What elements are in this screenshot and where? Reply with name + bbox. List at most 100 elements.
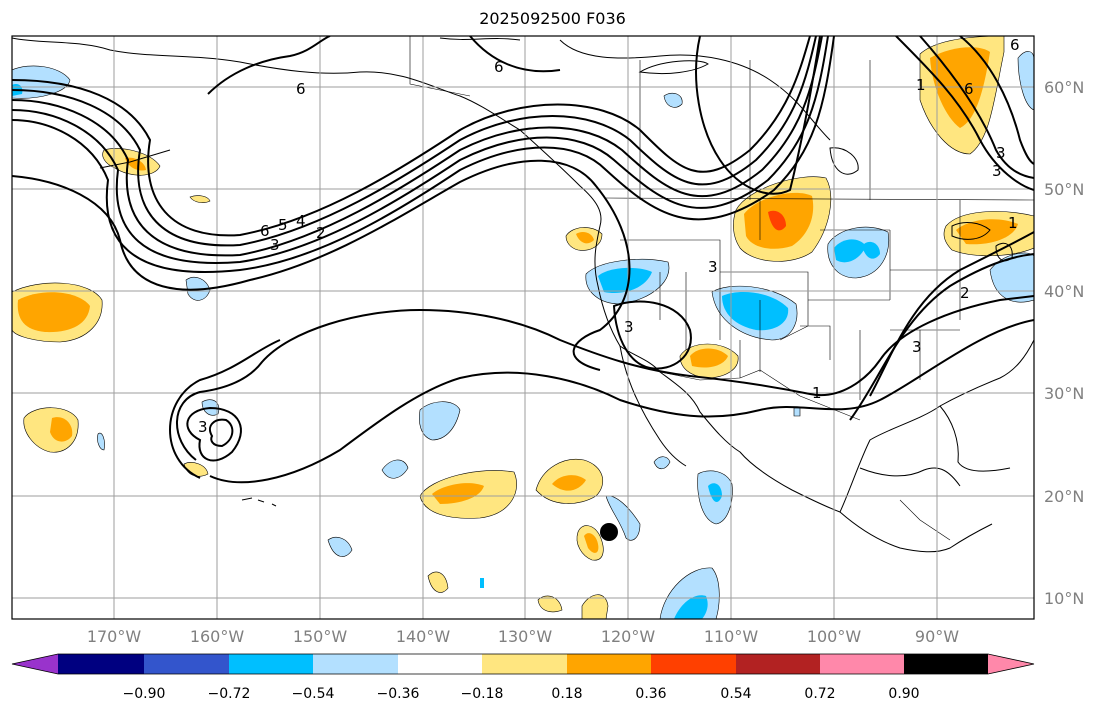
field-yellow-small-1 xyxy=(189,195,211,203)
colorbar-extend-max xyxy=(988,654,1034,674)
contour-closed-3 xyxy=(612,300,692,370)
colorbar-tick-label: 0.54 xyxy=(720,686,751,702)
field-blue-small-6 xyxy=(663,92,683,108)
lon-label: 150°W xyxy=(293,627,348,646)
latitude-labels: 60°N 50°N 40°N 30°N 20°N 10°N xyxy=(1044,78,1084,608)
colorbar-segment xyxy=(144,654,229,674)
field-orange-oregon xyxy=(576,232,594,244)
colorbar-segment xyxy=(229,654,313,674)
coastline-pacific xyxy=(12,37,993,553)
contour-label: 4 xyxy=(296,212,306,230)
contour-closed-low-2 xyxy=(208,418,234,448)
lon-label: 140°W xyxy=(396,627,451,646)
contour-label: 3 xyxy=(624,318,634,336)
colorbar-tick-label: −0.18 xyxy=(461,686,504,702)
field-blue-small-4 xyxy=(653,456,671,470)
contour-low-3 xyxy=(209,319,1034,484)
contour-label: 6 xyxy=(494,58,504,76)
field-blue-tiny xyxy=(480,578,484,588)
hawaii-islands xyxy=(241,497,277,507)
field-blue-canada-e xyxy=(1017,51,1034,111)
border-central-america xyxy=(899,499,951,541)
field-orange-west xyxy=(17,292,90,333)
contour-label: 1 xyxy=(916,76,926,94)
coastlines xyxy=(12,37,1034,553)
field-orange-storm xyxy=(584,533,599,553)
lon-label: 130°W xyxy=(498,627,553,646)
contour-east-1 xyxy=(869,231,1034,397)
field-orange-arizona xyxy=(690,348,728,368)
contour-closed-low-1 xyxy=(186,406,242,462)
graticule xyxy=(12,36,1034,619)
contour-label: 1 xyxy=(812,384,822,402)
contour-canada-3 xyxy=(959,36,1034,165)
field-blue-rockies-core xyxy=(722,292,789,331)
field-blue-mexico-core xyxy=(708,483,722,502)
contour-labels: 6 6 6 5 4 3 2 3 3 3 3 1 6 6 3 1 2 1 3 xyxy=(198,36,1020,436)
contour-jet-1 xyxy=(12,36,811,237)
contour-label: 3 xyxy=(996,144,1006,162)
colorbar-segment xyxy=(58,654,144,674)
lon-label: 120°W xyxy=(601,627,656,646)
lat-label: 20°N xyxy=(1044,487,1084,506)
colorbar-segment xyxy=(820,654,904,674)
colorbar-tick-label: 0.72 xyxy=(804,686,835,702)
lat-label: 60°N xyxy=(1044,78,1084,97)
colorbar-segment xyxy=(904,654,988,674)
contour-label: 2 xyxy=(960,284,970,302)
coastline-arctic xyxy=(439,37,521,41)
border-alaska xyxy=(409,36,471,97)
colorbar-labels: −0.90 −0.72 −0.54 −0.36 −0.18 0.18 0.36 … xyxy=(123,686,920,702)
field-yellow-small-5 xyxy=(581,594,609,619)
lon-label: 90°W xyxy=(915,627,959,646)
contour-label: 6 xyxy=(296,80,306,98)
lat-label: 30°N xyxy=(1044,384,1084,403)
contour-label: 3 xyxy=(270,236,280,254)
coastline-florida xyxy=(939,405,1011,472)
field-blue-pacific-1 xyxy=(419,401,461,441)
field-yellow-small-4 xyxy=(537,595,563,613)
field-red-plains xyxy=(768,210,786,231)
storm-center-dot xyxy=(600,523,618,541)
field-orange-pacific-1 xyxy=(432,483,484,504)
colorbar-tick-label: 0.90 xyxy=(888,686,919,702)
contour-label: 6 xyxy=(1010,36,1020,54)
contour-low-1 xyxy=(176,295,1034,461)
contour-label: 3 xyxy=(912,338,922,356)
border-us-canada xyxy=(605,197,1034,201)
field-blue-midwest-core xyxy=(834,239,866,263)
field-orange-pacific-2 xyxy=(552,475,586,491)
contour-label: 3 xyxy=(708,258,718,276)
contour-jet-2 xyxy=(12,36,817,247)
colorbar-segment xyxy=(482,654,567,674)
longitude-labels: 170°W 160°W 150°W 140°W 130°W 120°W 110°… xyxy=(87,627,959,646)
field-blue-small-2 xyxy=(97,432,105,451)
contour-label: 6 xyxy=(260,222,270,240)
colorbar-tick-label: 0.18 xyxy=(551,686,582,702)
field-blue-pacific-s-core xyxy=(674,595,708,619)
map-border xyxy=(11,35,1035,620)
contour-label: 3 xyxy=(992,162,1002,180)
lake-1 xyxy=(829,147,859,175)
field-blue-tiny-2 xyxy=(793,407,801,417)
colorbar-tick-label: 0.36 xyxy=(635,686,666,702)
colorbar-segment xyxy=(398,654,482,674)
map-title: 2025092500 F036 xyxy=(479,9,626,28)
contour-label: 2 xyxy=(316,224,326,242)
field-yellow-small-3 xyxy=(427,571,449,593)
contour-label: 6 xyxy=(964,80,974,98)
contour-label: 1 xyxy=(1008,214,1018,232)
field-orange-greatlakes xyxy=(956,219,1018,245)
lon-label: 170°W xyxy=(87,627,142,646)
lat-label: 10°N xyxy=(1044,589,1084,608)
colorbar-outline xyxy=(11,653,1035,675)
colorbar-tick-label: −0.36 xyxy=(377,686,420,702)
coastline-gulf xyxy=(839,339,1034,513)
field-orange-hawaii-w xyxy=(50,417,73,442)
lat-label: 50°N xyxy=(1044,180,1084,199)
contour-6-north xyxy=(469,36,561,73)
colorbar-segment xyxy=(313,654,398,674)
contour-jet-4 xyxy=(12,36,829,264)
contour-low-2 xyxy=(169,339,281,479)
